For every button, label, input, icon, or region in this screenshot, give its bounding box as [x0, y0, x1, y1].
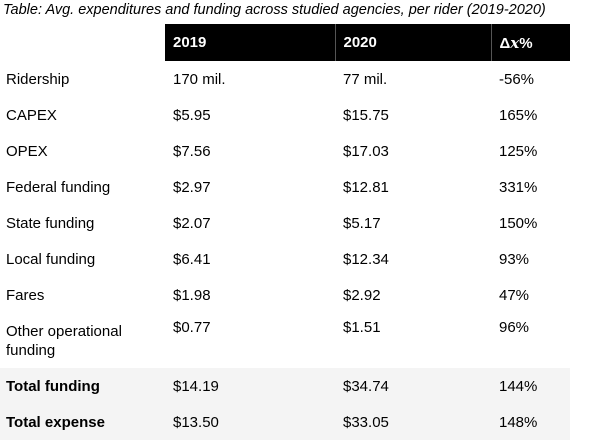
cell-delta: 148% — [491, 404, 570, 440]
table-row-fares: Fares $1.98 $2.92 47% — [0, 277, 570, 313]
cell-2019: $2.97 — [173, 178, 211, 196]
row-label: Total expense — [0, 404, 165, 440]
cell-delta: 150% — [499, 214, 538, 232]
cell-delta: 165% — [499, 106, 538, 124]
table-row-other-operational-funding: Other operational funding $0.77 $1.51 96… — [0, 313, 570, 368]
cell-2020: $5.17 — [343, 214, 381, 232]
row-label: Federal funding — [6, 178, 111, 196]
cell-2020: 77 mil. — [343, 70, 388, 88]
row-label: Local funding — [6, 250, 96, 268]
row-label: CAPEX — [6, 106, 57, 124]
delta-unit: % — [519, 34, 533, 52]
delta-variable: x — [510, 33, 520, 52]
table-row-capex: CAPEX $5.95 $15.75 165% — [0, 97, 570, 133]
row-label: State funding — [6, 214, 95, 232]
row-label: Ridership — [6, 70, 70, 88]
table-row-ridership: Ridership 170 mil. 77 mil. -56% — [0, 61, 570, 97]
cell-2019: $14.19 — [165, 368, 335, 404]
cell-delta: 125% — [499, 142, 538, 160]
cell-delta: 93% — [499, 250, 530, 268]
cell-2020: $15.75 — [343, 106, 389, 124]
cell-delta: 331% — [499, 178, 538, 196]
cell-2019: $6.41 — [173, 250, 211, 268]
table-row-total-funding: Total funding $14.19 $34.74 144% — [0, 368, 570, 404]
cell-2019: $2.07 — [173, 214, 211, 232]
cell-2019: $1.98 — [173, 286, 211, 304]
table-row-federal-funding: Federal funding $2.97 $12.81 331% — [0, 169, 570, 205]
table-row-total-expense: Total expense $13.50 $33.05 148% — [0, 404, 570, 440]
cell-delta: -56% — [499, 70, 535, 88]
cell-2020: $12.81 — [343, 178, 389, 196]
cell-2020: $33.05 — [335, 404, 491, 440]
table-caption: Table: Avg. expenditures and funding acr… — [3, 2, 546, 18]
row-label: Other operational funding — [6, 322, 122, 359]
cell-2020: $17.03 — [343, 142, 389, 160]
expenditures-table: 2019 2020 Δx% Ridership 170 mil. 77 mil.… — [0, 24, 570, 440]
table-body: Ridership 170 mil. 77 mil. -56% CAPEX $5… — [0, 61, 570, 440]
delta-symbol: Δ — [499, 34, 511, 52]
table-row-local-funding: Local funding $6.41 $12.34 93% — [0, 241, 570, 277]
row-label: Total funding — [0, 368, 165, 404]
cell-2019: $5.95 — [173, 106, 211, 124]
cell-delta: 47% — [499, 286, 530, 304]
header-2020: 2020 — [334, 24, 491, 61]
header-row: 2019 2020 Δx% — [0, 24, 570, 61]
cell-2020: $12.34 — [343, 250, 389, 268]
cell-delta: 144% — [491, 368, 570, 404]
cell-delta: 96% — [499, 319, 530, 336]
cell-2020: $34.74 — [335, 368, 491, 404]
table-row-state-funding: State funding $2.07 $5.17 150% — [0, 205, 570, 241]
cell-2020: $2.92 — [343, 286, 381, 304]
row-label: OPEX — [6, 142, 48, 160]
table-row-opex: OPEX $7.56 $17.03 125% — [0, 133, 570, 169]
cell-2019: $7.56 — [173, 142, 211, 160]
cell-2019: 170 mil. — [173, 70, 226, 88]
cell-2020: $1.51 — [343, 319, 381, 336]
cell-2019: $13.50 — [165, 404, 335, 440]
header-2019: 2019 — [165, 24, 335, 61]
table-header: 2019 2020 Δx% — [0, 24, 570, 61]
header-delta: Δx% — [490, 24, 570, 61]
header-corner-cell — [0, 24, 165, 61]
cell-2019: $0.77 — [173, 319, 211, 336]
row-label: Fares — [6, 286, 45, 304]
